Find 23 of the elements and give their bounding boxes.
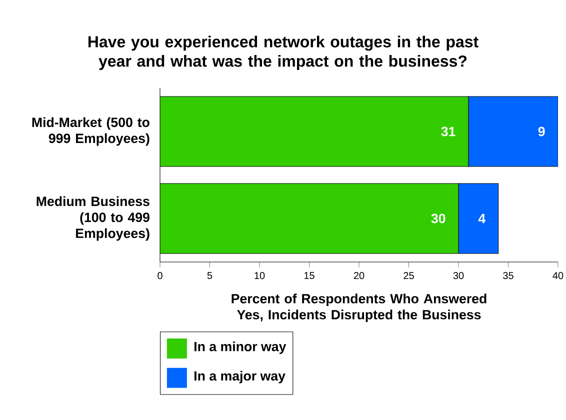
- x-tick-label: 25: [404, 272, 414, 280]
- x-tick-label: 40: [552, 272, 564, 280]
- bar: [160, 183, 459, 254]
- y-tick-label: Medium Business (100 to 499 Employees): [36, 196, 150, 241]
- data-label: 4: [478, 214, 486, 224]
- x-tick-label: 30: [453, 272, 464, 280]
- x-tick-label: 15: [304, 272, 314, 280]
- bar: [468, 96, 558, 167]
- bar: [160, 96, 469, 167]
- x-tick-label: 0: [158, 272, 162, 280]
- data-label: 30: [431, 214, 446, 224]
- x-tick-label: 10: [254, 272, 265, 280]
- legend-label: In a minor way: [194, 342, 286, 354]
- legend-label: In a major way: [194, 370, 286, 384]
- data-label: 31: [441, 126, 456, 136]
- data-label: 9: [538, 126, 545, 136]
- x-tick-label: 5: [207, 272, 212, 280]
- x-tick-label: 35: [503, 272, 514, 280]
- chart-title: Have you experienced network outages in the past year and what was the impact on the business?: [88, 36, 478, 70]
- x-tick-label: 20: [354, 272, 364, 280]
- y-tick-label: Mid-Market (500 to 999 Employees): [32, 117, 150, 146]
- bar: [458, 183, 499, 254]
- x-axis-title: Percent of Respondents Who Answered Yes, Incidents Disrupted the Business: [232, 294, 486, 322]
